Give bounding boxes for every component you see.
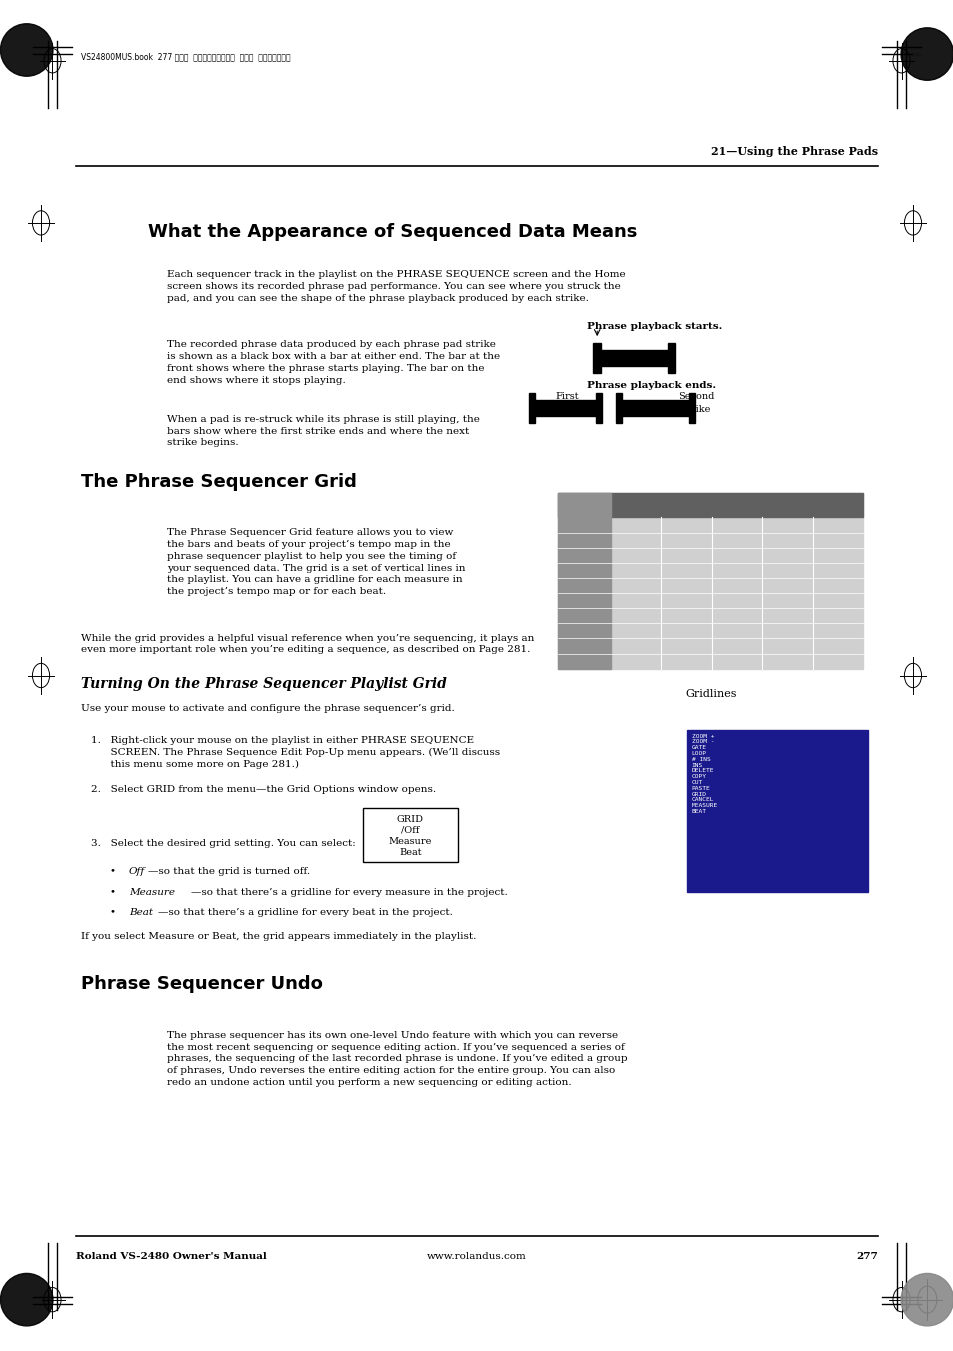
Text: The Phrase Sequencer Grid feature allows you to view
the bars and beats of your : The Phrase Sequencer Grid feature allows… [167,528,465,596]
Ellipse shape [900,1274,953,1325]
Text: Beat: Beat [129,908,152,917]
Text: ZOOM +
ZOOM -
GATE
LOOP
# INS
INS
DELETE
COPY
CUT
PASTE
GRID
CANCEL
MEASURE
BEAT: ZOOM + ZOOM - GATE LOOP # INS INS DELETE… [691,734,718,815]
Text: Phrase playback ends.: Phrase playback ends. [586,381,715,390]
Ellipse shape [1,1274,53,1325]
Text: Gridlines: Gridlines [684,689,736,698]
Text: Roland VS-2480 Owner's Manual: Roland VS-2480 Owner's Manual [76,1252,267,1262]
Text: —so that there’s a gridline for every measure in the project.: —so that there’s a gridline for every me… [191,888,507,897]
Bar [558,493,862,669]
Text: 21—Using the Phrase Pads: 21—Using the Phrase Pads [710,146,877,157]
Text: 2.   Select GRID from the menu—the Grid Options window opens.: 2. Select GRID from the menu—the Grid Op… [91,785,436,794]
Bar [667,343,675,373]
Text: 277: 277 [855,1252,877,1262]
Bar [558,493,610,669]
Bar [686,730,867,892]
Text: strike: strike [553,405,581,415]
Text: While the grid provides a helpful visual reference when you’re sequencing, it pl: While the grid provides a helpful visual… [81,634,534,654]
Ellipse shape [900,28,953,80]
Ellipse shape [1,24,53,76]
Text: When a pad is re-struck while its phrase is still playing, the
bars show where t: When a pad is re-struck while its phrase… [167,415,479,447]
Text: The recorded phrase data produced by each phrase pad strike
is shown as a black : The recorded phrase data produced by eac… [167,340,499,385]
Text: The phrase sequencer has its own one-level Undo feature with which you can rever: The phrase sequencer has its own one-lev… [167,1031,627,1088]
Text: The Phrase Sequencer Grid: The Phrase Sequencer Grid [81,473,356,490]
Text: Use your mouse to activate and configure the phrase sequencer’s grid.: Use your mouse to activate and configure… [81,704,455,713]
Text: —so that there’s a gridline for every beat in the project.: —so that there’s a gridline for every be… [158,908,453,917]
Bar [362,808,457,862]
Text: First: First [556,392,578,401]
Text: What the Appearance of Sequenced Data Means: What the Appearance of Sequenced Data Me… [148,223,637,240]
Text: Phrase Sequencer Undo: Phrase Sequencer Undo [81,975,323,993]
Text: Measure: Measure [129,888,174,897]
Bar [535,400,596,416]
Text: Each sequencer track in the playlist on the PHRASE SEQUENCE screen and the Home
: Each sequencer track in the playlist on … [167,270,625,303]
Bar [621,400,688,416]
Text: Phrase playback starts.: Phrase playback starts. [586,322,721,331]
Text: •: • [110,888,126,897]
Bar [600,350,667,366]
Text: If you select Measure or Beat, the grid appears immediately in the playlist.: If you select Measure or Beat, the grid … [81,932,476,942]
Bar [558,493,862,517]
Bar [688,393,694,423]
Text: 3.   Select the desired grid setting. You can select:: 3. Select the desired grid setting. You … [91,839,355,848]
Text: Off: Off [129,867,145,877]
Text: 1.   Right-click your mouse on the playlist in either PHRASE SEQUENCE
      SCRE: 1. Right-click your mouse on the playlis… [91,736,499,769]
Text: strike: strike [681,405,710,415]
Bar [593,343,600,373]
Text: Turning On the Phrase Sequencer Playlist Grid: Turning On the Phrase Sequencer Playlist… [81,677,447,690]
Text: •: • [110,908,126,917]
Bar [596,393,601,423]
Text: www.rolandus.com: www.rolandus.com [427,1252,526,1262]
Bar [529,393,535,423]
Bar [616,393,621,423]
Text: —so that the grid is turned off.: —so that the grid is turned off. [148,867,310,877]
Text: GRID
/Off
Measure
Beat: GRID /Off Measure Beat [388,815,432,857]
Text: Second: Second [678,392,714,401]
Text: •: • [110,867,126,877]
Text: VS24800MUS.book  277 ページ  ２００６年２月７日  火曜日  午後４時１６分: VS24800MUS.book 277 ページ ２００６年２月７日 火曜日 午後… [81,53,291,61]
